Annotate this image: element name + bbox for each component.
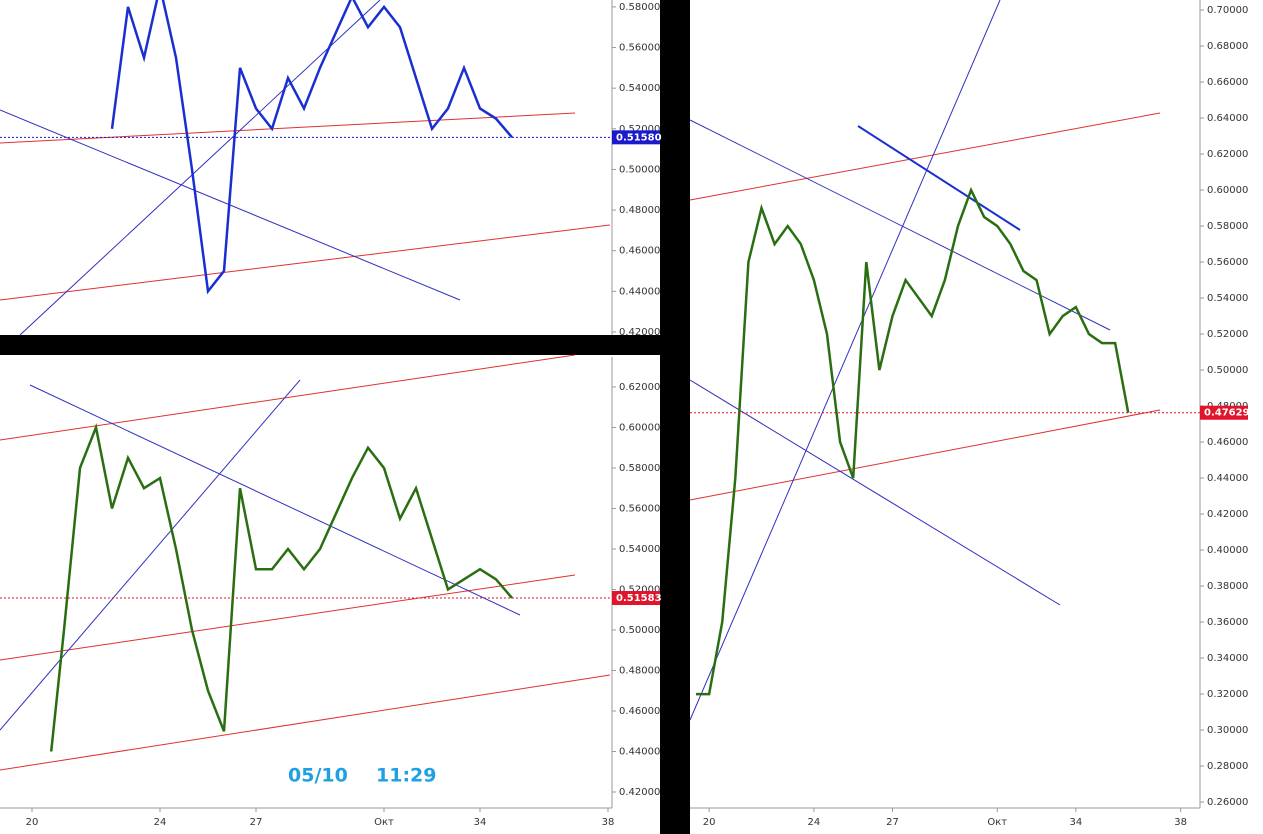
y-tick-label: 0.60000 bbox=[1207, 185, 1248, 196]
panel-bottom-left bbox=[0, 355, 660, 834]
y-tick-label: 0.56000 bbox=[1207, 257, 1248, 268]
y-tick-label: 0.44000 bbox=[1207, 473, 1248, 484]
y-tick-label: 0.62000 bbox=[619, 382, 660, 393]
x-tick-label: 27 bbox=[250, 817, 263, 828]
y-tick-label: 0.34000 bbox=[1207, 653, 1248, 664]
y-tick-label: 0.26000 bbox=[1207, 797, 1248, 808]
trend-line bbox=[0, 112, 576, 144]
y-tick-label: 0.46000 bbox=[619, 706, 660, 717]
trend-line bbox=[689, 0, 1001, 721]
x-tick-label: 24 bbox=[154, 817, 167, 828]
price-marker-box bbox=[612, 130, 660, 145]
y-tick-label: 0.36000 bbox=[1207, 617, 1248, 628]
price-marker-label: 0.51583 bbox=[616, 593, 662, 604]
y-tick-label: 0.52000 bbox=[619, 584, 660, 595]
y-tick-label: 0.56000 bbox=[619, 43, 660, 54]
x-tick-label: 24 bbox=[808, 817, 821, 828]
trend-line bbox=[689, 409, 1161, 501]
price-marker-box bbox=[612, 590, 660, 605]
y-tick-label: 0.50000 bbox=[1207, 365, 1248, 376]
y-tick-label: 0.32000 bbox=[1207, 689, 1248, 700]
trend-line bbox=[689, 379, 1061, 606]
y-tick-label: 0.50000 bbox=[619, 164, 660, 175]
panel-right bbox=[690, 0, 1263, 834]
y-tick-label: 0.30000 bbox=[1207, 725, 1248, 736]
y-tick-label: 0.42000 bbox=[1207, 509, 1248, 520]
trend-line bbox=[29, 384, 521, 616]
trend-line bbox=[689, 112, 1161, 201]
y-tick-label: 0.54000 bbox=[619, 83, 660, 94]
trend-line bbox=[0, 574, 576, 661]
price-line bbox=[110, 0, 513, 295]
price-marker-box bbox=[1200, 405, 1248, 420]
y-tick-label: 0.46000 bbox=[1207, 437, 1248, 448]
y-tick-label: 0.44000 bbox=[619, 746, 660, 757]
price-marker-label: 0.51580 bbox=[616, 132, 662, 143]
y-tick-label: 0.52000 bbox=[619, 124, 660, 135]
y-tick-label: 0.62000 bbox=[1207, 149, 1248, 160]
annotation-time: 11:29 bbox=[376, 765, 436, 787]
y-tick-label: 0.42000 bbox=[619, 327, 660, 338]
x-tick-label: 20 bbox=[26, 817, 39, 828]
y-tick-label: 0.54000 bbox=[619, 544, 660, 555]
price-line bbox=[49, 423, 513, 752]
trend-line bbox=[19, 0, 381, 336]
y-tick-label: 0.48000 bbox=[619, 665, 660, 676]
annotation-date: 05/10 bbox=[288, 765, 348, 787]
x-tick-label: 27 bbox=[886, 817, 899, 828]
y-tick-label: 0.44000 bbox=[619, 286, 660, 297]
y-tick-label: 0.64000 bbox=[1207, 113, 1248, 124]
x-tick-label: Окт bbox=[374, 817, 394, 828]
x-tick-label: 38 bbox=[1174, 817, 1187, 828]
y-tick-label: 0.68000 bbox=[1207, 41, 1248, 52]
y-tick-label: 0.58000 bbox=[619, 2, 660, 13]
trend-line bbox=[0, 224, 611, 301]
price-line bbox=[696, 186, 1130, 696]
panel-top-left bbox=[0, 0, 660, 335]
y-tick-label: 0.46000 bbox=[619, 246, 660, 257]
y-tick-label: 0.42000 bbox=[619, 787, 660, 798]
y-tick-label: 0.56000 bbox=[619, 503, 660, 514]
trend-line bbox=[0, 674, 611, 771]
y-tick-label: 0.66000 bbox=[1207, 77, 1248, 88]
trend-line bbox=[857, 125, 1021, 231]
y-tick-label: 0.28000 bbox=[1207, 761, 1248, 772]
x-tick-label: 20 bbox=[703, 817, 716, 828]
y-tick-label: 0.54000 bbox=[1207, 293, 1248, 304]
y-tick-label: 0.60000 bbox=[619, 422, 660, 433]
y-tick-label: 0.58000 bbox=[619, 463, 660, 474]
y-tick-label: 0.38000 bbox=[1207, 581, 1248, 592]
x-tick-label: 38 bbox=[602, 817, 615, 828]
y-tick-label: 0.52000 bbox=[1207, 329, 1248, 340]
annotations: 05/10 11:29 bbox=[288, 765, 436, 787]
y-tick-label: 0.58000 bbox=[1207, 221, 1248, 232]
trend-line bbox=[0, 379, 301, 731]
x-tick-label: 34 bbox=[1069, 817, 1082, 828]
x-tick-label: Окт bbox=[987, 817, 1007, 828]
price-marker-label: 0.47629 bbox=[1204, 408, 1250, 419]
y-tick-label: 0.48000 bbox=[619, 205, 660, 216]
y-tick-label: 0.50000 bbox=[619, 625, 660, 636]
y-tick-label: 0.70000 bbox=[1207, 5, 1248, 16]
x-tick-label: 34 bbox=[474, 817, 487, 828]
y-tick-label: 0.40000 bbox=[1207, 545, 1248, 556]
